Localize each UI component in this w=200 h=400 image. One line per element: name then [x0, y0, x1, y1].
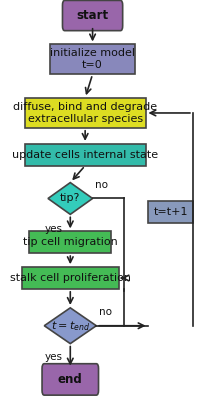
Text: $t=t_{end}$: $t=t_{end}$ — [51, 319, 89, 333]
FancyBboxPatch shape — [42, 364, 98, 395]
Bar — [148, 202, 192, 223]
Text: yes: yes — [44, 352, 62, 362]
Text: t=t+1: t=t+1 — [153, 207, 187, 217]
Text: tip?: tip? — [60, 194, 80, 204]
Polygon shape — [44, 308, 96, 344]
Text: start: start — [76, 9, 108, 22]
Bar — [22, 267, 118, 289]
Bar — [25, 98, 145, 128]
Text: update cells internal state: update cells internal state — [12, 150, 157, 160]
Text: no: no — [95, 180, 108, 190]
Text: yes: yes — [44, 224, 62, 234]
Text: end: end — [58, 373, 82, 386]
Text: stalk cell proliferation: stalk cell proliferation — [10, 273, 130, 283]
Text: no: no — [99, 307, 112, 317]
Bar — [29, 231, 111, 253]
FancyBboxPatch shape — [62, 0, 122, 31]
Bar — [25, 144, 145, 166]
Text: initialize model
t=0: initialize model t=0 — [50, 48, 134, 70]
Text: diffuse, bind and degrade
extracellular species: diffuse, bind and degrade extracellular … — [13, 102, 156, 124]
Bar — [50, 44, 135, 74]
Text: tip cell migration: tip cell migration — [23, 237, 117, 247]
Polygon shape — [48, 182, 92, 214]
